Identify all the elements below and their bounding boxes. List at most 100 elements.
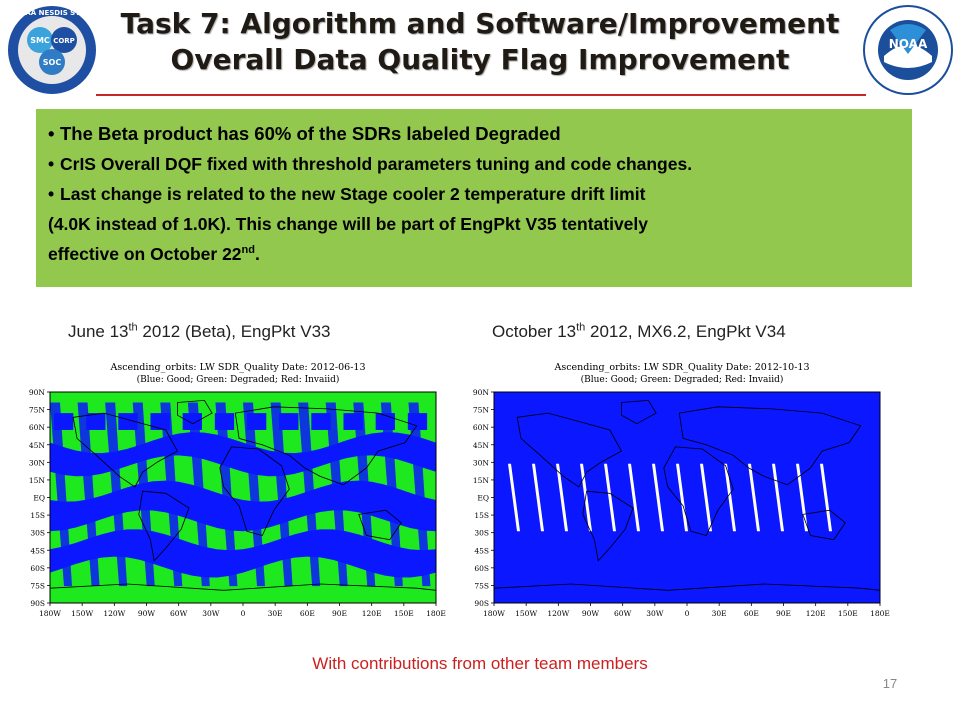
continent-outline bbox=[582, 490, 634, 562]
orbit-gap bbox=[508, 463, 520, 532]
continent-outline bbox=[234, 406, 418, 486]
caption-left-a: June 13 bbox=[68, 322, 129, 341]
lon-tick-label: 150W bbox=[71, 609, 93, 618]
bullet-3-line-3: effective on October 22 bbox=[48, 244, 242, 264]
lon-tick-label: 150E bbox=[394, 609, 414, 618]
lat-tick-label: 15S bbox=[30, 511, 45, 520]
caption-left: June 13th 2012 (Beta), EngPkt V33 bbox=[68, 322, 330, 342]
lat-tick-label: 75S bbox=[474, 581, 489, 590]
lat-tick-label: 90S bbox=[474, 599, 489, 608]
good-orbit-stripe bbox=[50, 402, 72, 587]
map-subtitle: (Blue: Good; Green: Degraded; Red: Invai… bbox=[137, 374, 340, 385]
caption-right-a: October 13 bbox=[492, 322, 577, 341]
lon-tick-label: 180E bbox=[870, 609, 890, 618]
continent-outline bbox=[138, 490, 190, 562]
lat-tick-label: 75N bbox=[29, 406, 46, 415]
lon-tick-label: 30W bbox=[646, 609, 664, 618]
continent-outline bbox=[176, 399, 213, 425]
lon-tick-label: 0 bbox=[685, 609, 690, 618]
lat-tick-label: 45N bbox=[473, 441, 490, 450]
continent-outline bbox=[219, 446, 290, 536]
good-orbit-stripe bbox=[187, 402, 210, 587]
good-patch bbox=[279, 413, 299, 430]
lat-tick-label: 30N bbox=[29, 458, 46, 467]
orbit-gap bbox=[820, 463, 832, 532]
caption-left-b: 2012 (Beta), EngPkt V33 bbox=[137, 322, 331, 341]
lon-tick-label: 90W bbox=[138, 609, 156, 618]
good-orbit-stripe bbox=[298, 402, 321, 587]
lon-tick-label: 30E bbox=[712, 609, 727, 618]
lon-tick-label: 90W bbox=[582, 609, 600, 618]
good-orbit-stripe bbox=[408, 402, 431, 587]
map-june-beta: Ascending_orbits: LW SDR_Quality Date: 2… bbox=[8, 356, 448, 626]
map-october: Ascending_orbits: LW SDR_Quality Date: 2… bbox=[452, 356, 892, 626]
lat-tick-label: 90N bbox=[473, 388, 490, 397]
lon-tick-label: 30W bbox=[202, 609, 220, 618]
lon-tick-label: 60W bbox=[170, 609, 188, 618]
continent-outline bbox=[494, 583, 880, 603]
lon-tick-label: 120W bbox=[547, 609, 569, 618]
good-orbit-stripe bbox=[160, 402, 183, 587]
slide-header: NOAA NESDIS STAR SMC CORP SOC Task 7: Al… bbox=[0, 0, 960, 98]
title-divider bbox=[96, 94, 866, 96]
continent-outline bbox=[802, 509, 846, 541]
noaa-logo: NOAA bbox=[862, 4, 954, 96]
lat-tick-label: 45N bbox=[29, 441, 46, 450]
bullet-1: • The Beta product has 60% of the SDRs la… bbox=[48, 123, 561, 144]
lon-tick-label: 90E bbox=[776, 609, 791, 618]
continent-outline bbox=[358, 509, 402, 541]
contributions-note: With contributions from other team membe… bbox=[312, 654, 648, 673]
lon-tick-label: 180E bbox=[426, 609, 446, 618]
logo-left-soc: SOC bbox=[43, 58, 62, 67]
lat-tick-label: 90N bbox=[29, 388, 46, 397]
page-number: 17 bbox=[882, 676, 898, 691]
orbit-gap bbox=[628, 463, 640, 532]
continent-outline bbox=[50, 583, 436, 603]
good-patch bbox=[86, 413, 106, 430]
lat-tick-label: 60N bbox=[473, 423, 490, 432]
good-patch bbox=[311, 413, 331, 430]
continent-outline bbox=[678, 406, 862, 486]
orbit-gap bbox=[556, 463, 568, 532]
lat-tick-label: 75S bbox=[30, 581, 45, 590]
good-patch bbox=[118, 413, 138, 430]
bullet-3-end: . bbox=[255, 244, 260, 264]
lon-tick-label: 60E bbox=[300, 609, 315, 618]
lon-tick-label: 120W bbox=[103, 609, 125, 618]
bullet-1-text: The Beta product has 60% of the SDRs lab… bbox=[60, 123, 561, 144]
lon-tick-label: 0 bbox=[241, 609, 246, 618]
orbit-gap bbox=[604, 463, 616, 532]
lat-tick-label: 30S bbox=[474, 529, 489, 538]
orbit-gap bbox=[580, 463, 592, 532]
lon-tick-label: 60W bbox=[614, 609, 632, 618]
map-title: Ascending_orbits: LW SDR_Quality Date: 2… bbox=[553, 362, 809, 373]
continent-outline bbox=[516, 412, 622, 488]
map-subtitle: (Blue: Good; Green: Degraded; Red: Invai… bbox=[581, 374, 784, 385]
bullet-3: • Last change is related to the new Stage… bbox=[48, 184, 646, 204]
caption-left-sup: th bbox=[128, 321, 138, 334]
bullet-3-cont-2: effective on October 22nd. bbox=[48, 239, 898, 269]
bullet-2: • CrIS Overall DQF fixed with threshold p… bbox=[48, 154, 693, 174]
orbit-gap bbox=[700, 463, 712, 532]
lat-tick-label: 15N bbox=[473, 476, 490, 485]
lon-tick-label: 60E bbox=[744, 609, 759, 618]
lat-tick-label: 15S bbox=[474, 511, 489, 520]
orbit-gap bbox=[748, 463, 760, 532]
lat-tick-label: 30S bbox=[30, 529, 45, 538]
lat-tick-label: 75N bbox=[473, 406, 490, 415]
caption-right-sup: th bbox=[576, 321, 586, 334]
lat-tick-label: 45S bbox=[30, 546, 45, 555]
lat-tick-label: 30N bbox=[473, 458, 490, 467]
lat-tick-label: 90S bbox=[30, 599, 45, 608]
good-orbit-stripe bbox=[132, 402, 155, 587]
logo-left-corp: CORP bbox=[53, 37, 75, 45]
lat-tick-label: 60S bbox=[30, 564, 45, 573]
lon-tick-label: 180W bbox=[483, 609, 505, 618]
logo-left-ring-text: NOAA NESDIS STAR bbox=[14, 9, 91, 17]
good-orbit-stripe bbox=[77, 402, 100, 587]
lon-tick-label: 150E bbox=[838, 609, 858, 618]
lat-tick-label: 60N bbox=[29, 423, 46, 432]
bullet-3-line-1: Last change is related to the new Stage … bbox=[60, 184, 646, 204]
orbit-gap bbox=[532, 463, 544, 532]
lon-tick-label: 120E bbox=[806, 609, 826, 618]
